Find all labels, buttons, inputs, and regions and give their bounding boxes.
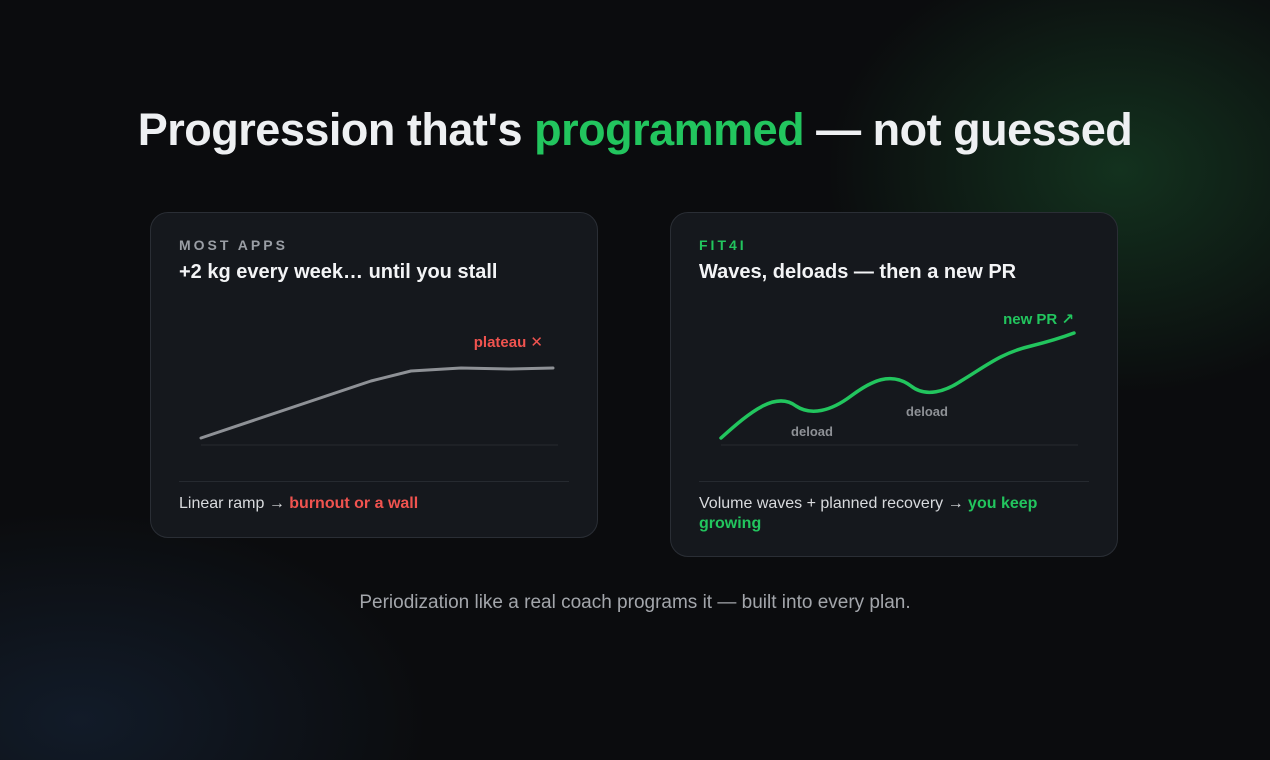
wave-line <box>719 331 1076 440</box>
eyebrow: MOST APPS <box>179 237 288 253</box>
footer-highlight: you keep growing <box>699 495 1038 532</box>
annotation: new PR ↗ <box>1003 311 1074 328</box>
footer-highlight: burnout or a wall <box>289 495 419 512</box>
annotation: deload <box>791 424 833 439</box>
eyebrow: FIT4I <box>699 237 747 253</box>
card-title: Waves, deloads — then a new PR <box>699 261 1017 283</box>
headline-highlight: programmed <box>534 104 805 155</box>
annotation: plateau ✕ <box>474 334 543 351</box>
card-most-apps: MOST APPS +2 kg every week… until you st… <box>150 212 598 538</box>
trend-line <box>199 366 555 440</box>
separator <box>179 481 569 482</box>
annotation: deload <box>906 404 948 419</box>
footer-text: Linear ramp → <box>179 495 285 512</box>
caption: Periodization like a real coach programs… <box>359 592 911 613</box>
card-title: +2 kg every week… until you stall <box>179 261 498 283</box>
headline-end: — not guessed <box>816 104 1133 155</box>
footer-text: Volume waves + planned recovery → <box>699 495 964 512</box>
chart-linear: plateau ✕ <box>199 334 558 446</box>
headline: Progression that's programmed — not gues… <box>0 104 1270 156</box>
card-fit4i: FIT4I Waves, deloads — then a new PR new… <box>670 212 1118 557</box>
separator <box>699 481 1089 482</box>
chart-waves: new PR ↗ deload deload <box>719 311 1078 446</box>
card-footer: Linear ramp → burnout or a wall <box>179 494 559 514</box>
headline-start: Progression that's <box>137 104 523 155</box>
card-footer: Volume waves + planned recovery → you ke… <box>699 494 1079 534</box>
